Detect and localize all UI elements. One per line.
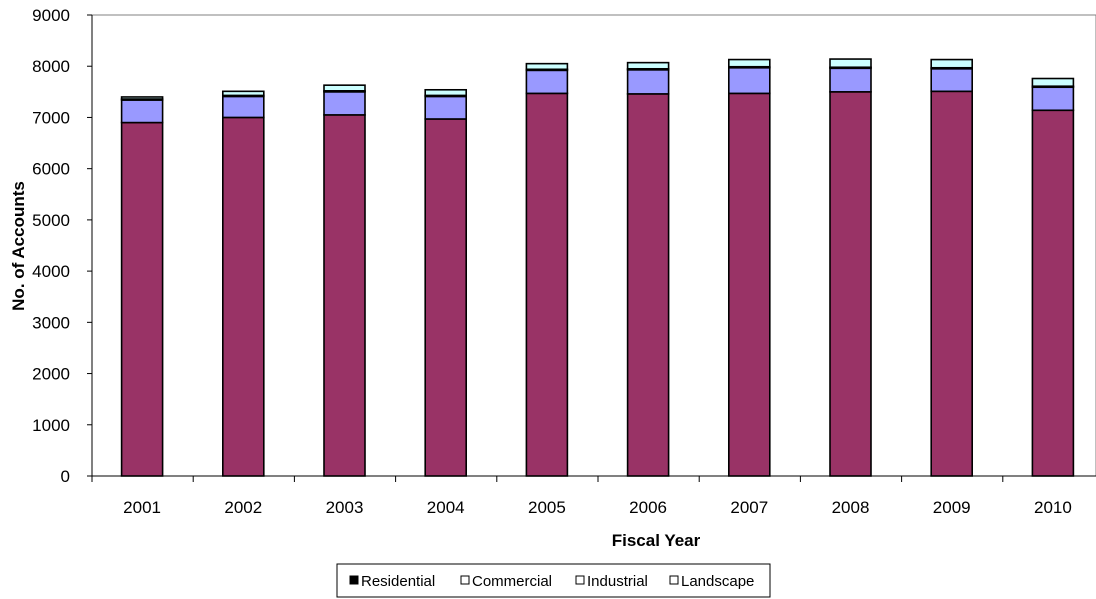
- x-tick-label: 2010: [1034, 498, 1072, 517]
- legend-label-industrial: Industrial: [587, 573, 648, 590]
- bar-segment-commercial-2002: [222, 95, 265, 119]
- x-tick-label: 2008: [832, 498, 870, 517]
- legend: Residential Commercial Industrial Landscape: [336, 563, 771, 598]
- bar-segment-residential-2001: [120, 121, 164, 477]
- bar-segment-commercial-2001: [120, 99, 164, 124]
- y-tick-label: 7000: [32, 108, 70, 127]
- legend-label-residential: Residential: [361, 573, 435, 590]
- bar-segment-landscape-2005: [525, 62, 569, 71]
- bar-segment-residential-2008: [829, 91, 872, 477]
- axes-group: 0 1000 2000 3000 4000 5000 6000 7000 8000 9000 200…: [32, 6, 1096, 517]
- legend-swatch-commercial: [460, 575, 470, 585]
- y-tick-label: 5000: [32, 211, 70, 230]
- bar-segment-landscape-2009: [930, 58, 974, 69]
- legend-swatch-residential: [349, 575, 359, 585]
- y-tick-label: 0: [61, 467, 70, 486]
- x-tick-label: 2009: [933, 498, 971, 517]
- bar-segment-landscape-2003: [323, 84, 366, 92]
- bar-segment-residential-2010: [1031, 109, 1075, 477]
- legend-box: [336, 563, 771, 598]
- y-axis-title: No. of Accounts: [9, 181, 28, 311]
- bar-segment-residential-2009: [930, 90, 974, 477]
- bar-segment-commercial-2004: [424, 95, 468, 120]
- x-tick-label: 2001: [123, 498, 161, 517]
- x-tick-label: 2003: [326, 498, 364, 517]
- y-tick-label: 9000: [32, 6, 70, 25]
- bar-segment-residential-2004: [424, 118, 468, 477]
- bar-segment-landscape-2006: [626, 61, 670, 70]
- legend-swatch-industrial: [575, 575, 585, 585]
- bar-segment-landscape-2008: [829, 58, 872, 69]
- x-tick-label: 2007: [730, 498, 768, 517]
- bar-segment-commercial-2008: [829, 67, 872, 93]
- bar-segment-commercial-2003: [323, 91, 366, 116]
- bar-segment-landscape-2004: [424, 88, 468, 97]
- y-tick-label: 8000: [32, 57, 70, 76]
- bar-segment-residential-2002: [222, 116, 265, 477]
- bar-segment-commercial-2007: [727, 66, 771, 95]
- x-tick-label: 2006: [629, 498, 667, 517]
- y-tick-label: 3000: [32, 313, 70, 332]
- bar-segment-commercial-2009: [930, 67, 974, 93]
- y-tick-label: 1000: [32, 416, 70, 435]
- bar-segment-residential-2005: [525, 92, 569, 477]
- bar-segment-residential-2007: [727, 92, 771, 477]
- y-tick-label: 4000: [32, 262, 70, 281]
- bar-segment-landscape-2007: [727, 58, 771, 68]
- legend-swatch-landscape: [669, 575, 679, 585]
- bars-group: [120, 58, 1075, 477]
- bar-segment-commercial-2005: [525, 69, 569, 95]
- x-tick-label: 2002: [224, 498, 262, 517]
- x-axis-title: Fiscal Year: [612, 531, 701, 550]
- bar-segment-residential-2006: [626, 93, 670, 477]
- x-tick-label: 2004: [427, 498, 465, 517]
- bar-segment-commercial-2010: [1031, 86, 1075, 112]
- bar-segment-commercial-2006: [626, 69, 670, 95]
- bar-segment-landscape-2001: [120, 96, 164, 100]
- bar-segment-residential-2003: [323, 114, 366, 477]
- legend-label-commercial: Commercial: [472, 573, 552, 590]
- y-tick-label: 6000: [32, 160, 70, 179]
- y-tick-label: 2000: [32, 365, 70, 384]
- bar-segment-landscape-2010: [1031, 77, 1075, 87]
- x-tick-label: 2005: [528, 498, 566, 517]
- bar-segment-landscape-2002: [222, 90, 265, 97]
- legend-label-landscape: Landscape: [681, 573, 754, 590]
